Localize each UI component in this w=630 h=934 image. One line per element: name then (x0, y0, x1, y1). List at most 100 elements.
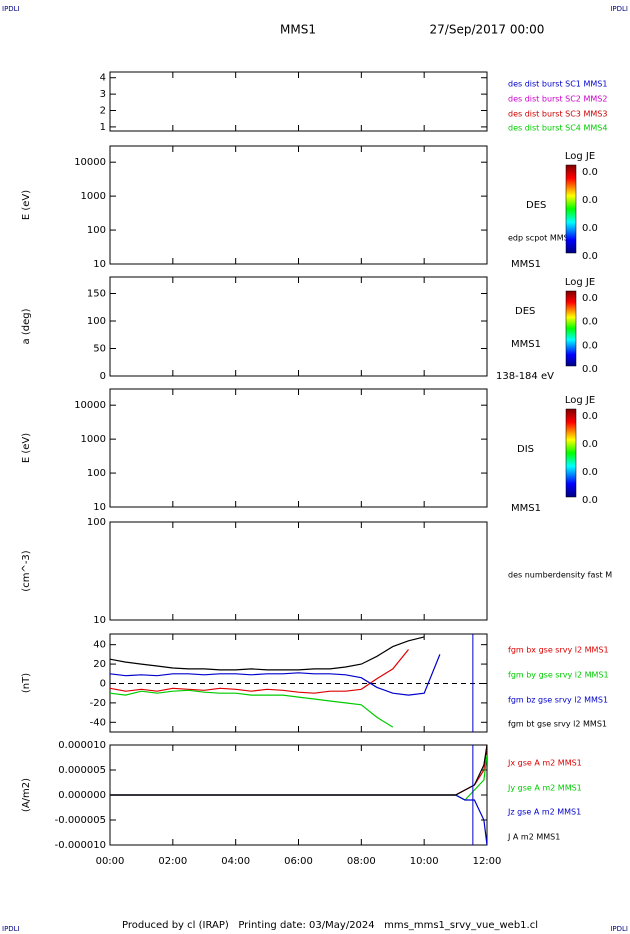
y-tick-label: 150 (87, 289, 106, 300)
colorbar-tick-label: 0.0 (582, 293, 598, 304)
y-tick-label: 1000 (81, 191, 106, 202)
y-axis-label: E (eV) (21, 433, 32, 463)
y-axis-label: E (eV) (21, 190, 32, 220)
corner-label: IPDLI (610, 5, 628, 13)
colorbar-tick-label: 0.0 (582, 251, 598, 262)
side-label: 138-184 eV (496, 371, 554, 382)
mission: MMS1 (280, 23, 316, 37)
data-line (110, 745, 487, 796)
y-tick-label: 10 (93, 259, 106, 270)
corner-label: IPDLI (2, 5, 20, 13)
legend-entry: des dist burst SC3 MMS3 (508, 110, 607, 119)
data-line (110, 649, 409, 694)
colorbar-tick-label: 0.0 (582, 467, 598, 478)
colorbar-tick-label: 0.0 (582, 340, 598, 351)
y-tick-label: 10000 (74, 400, 106, 411)
x-tick-label: 10:00 (410, 856, 439, 867)
y-tick-label: 100 (87, 468, 106, 479)
colorbar (565, 408, 577, 498)
colorbar-title: Log JE (565, 395, 595, 406)
legend-entry: J A m2 MMS1 (507, 833, 560, 842)
colorbar-tick-label: 0.0 (582, 195, 598, 206)
x-tick-label: 06:00 (284, 856, 313, 867)
colorbar-tick-label: 0.0 (582, 495, 598, 506)
legend-entry: fgm bt gse srvy l2 MMS1 (508, 720, 607, 729)
plot-frame (109, 145, 488, 265)
side-label: DES (526, 200, 546, 211)
colorbar (565, 290, 577, 367)
y-tick-label: 3 (100, 89, 106, 100)
corner-label: IPDLI (2, 925, 20, 933)
y-tick-label: 0 (100, 678, 106, 689)
y-tick-label: 0.000005 (58, 765, 106, 776)
x-tick-label: 08:00 (347, 856, 376, 867)
y-axis-label: (cm^-3) (21, 550, 32, 591)
legend-entry: Jx gse A m2 MMS1 (507, 759, 582, 768)
plot-frame (109, 388, 488, 508)
y-axis-label: (A/m2) (21, 778, 32, 812)
data-line (110, 754, 487, 801)
side-label: MMS1 (511, 339, 541, 350)
x-tick-label: 04:00 (221, 856, 250, 867)
colorbar-tick-label: 0.0 (582, 317, 598, 328)
plot-frame (109, 521, 488, 621)
y-tick-label: 0 (100, 371, 106, 382)
y-tick-label: 10 (93, 615, 106, 626)
x-tick-label: 02:00 (158, 856, 187, 867)
legend-entry: des dist burst SC1 MMS1 (508, 80, 607, 89)
date: 27/Sep/2017 00:00 (430, 23, 545, 37)
legend-entry: des dist burst SC4 MMS4 (508, 124, 607, 133)
legend-entry: Jz gse A m2 MMS1 (507, 808, 581, 817)
y-tick-label: 0.000000 (58, 790, 106, 801)
y-axis-label: a (deg) (21, 308, 32, 344)
corner-label: IPDLI (610, 925, 628, 933)
colorbar-tick-label: 0.0 (582, 223, 598, 234)
plot-frame (109, 276, 488, 377)
y-tick-label: 100 (87, 517, 106, 528)
side-label: MMS1 (511, 503, 541, 514)
footer: Produced by cl (IRAP) Printing date: 03/… (122, 920, 538, 931)
colorbar-tick-label: 0.0 (582, 439, 598, 450)
y-tick-label: 20 (93, 659, 106, 670)
colorbar-tick-label: 0.0 (582, 364, 598, 375)
y-tick-label: 1 (100, 122, 106, 133)
colorbar-tick-label: 0.0 (582, 411, 598, 422)
y-axis-label: (nT) (21, 673, 32, 693)
colorbar-title: Log JE (565, 277, 595, 288)
y-tick-label: 40 (93, 640, 106, 651)
y-tick-label: 100 (87, 316, 106, 327)
side-label: edp scpot MMS1 (508, 234, 574, 243)
y-tick-label: -40 (90, 717, 106, 728)
plot-frame (109, 71, 488, 132)
data-line (110, 654, 441, 696)
legend-entry: Jy gse A m2 MMS1 (507, 784, 582, 793)
colorbar (565, 164, 577, 254)
y-tick-label: 1000 (81, 434, 106, 445)
y-tick-label: 0.000010 (58, 740, 106, 751)
x-tick-label: 12:00 (473, 856, 502, 867)
legend-entry: des dist burst SC2 MMS2 (508, 95, 607, 104)
data-line (110, 636, 425, 671)
colorbar-tick-label: 0.0 (582, 167, 598, 178)
y-tick-label: 2 (100, 106, 106, 117)
data-line (110, 689, 394, 728)
side-label: MMS1 (511, 259, 541, 270)
data-line (110, 794, 487, 845)
side-label: DES (515, 306, 535, 317)
side-label: DIS (517, 444, 534, 455)
y-tick-label: 10000 (74, 157, 106, 168)
colorbar-title: Log JE (565, 151, 595, 162)
legend-entry: fgm bx gse srvy l2 MMS1 (508, 646, 609, 655)
y-tick-label: 10 (93, 502, 106, 513)
y-tick-label: -20 (90, 698, 106, 709)
legend-entry: fgm bz gse srvy l2 MMS1 (508, 696, 608, 705)
x-tick-label: 00:00 (96, 856, 125, 867)
y-tick-label: 50 (93, 344, 106, 355)
data-line (110, 745, 487, 796)
y-tick-label: -0.000010 (55, 840, 106, 851)
legend-entry: fgm by gse srvy l2 MMS1 (508, 671, 609, 680)
y-tick-label: 100 (87, 225, 106, 236)
y-tick-label: 4 (100, 73, 106, 84)
